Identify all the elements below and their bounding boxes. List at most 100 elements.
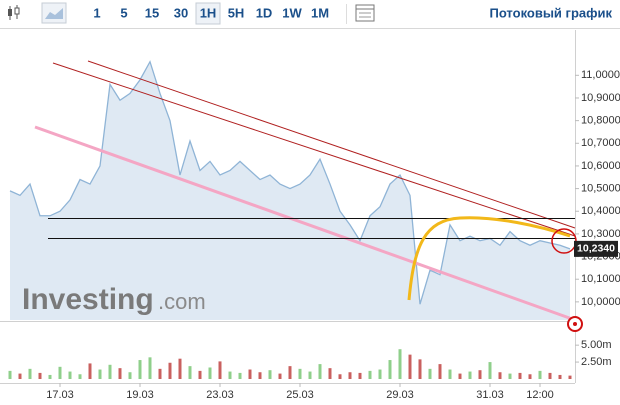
volume-bar [498,372,502,379]
trend-line [34,125,576,322]
price-area [10,61,570,320]
y-tick-label: 10,6000 [581,160,620,172]
volume-bar [98,369,102,379]
volume-bar [138,360,142,379]
volume-bar [8,370,12,379]
x-tick-label: 12:00 [526,389,554,401]
volume-bar [158,368,162,379]
volume-bar [88,363,92,379]
volume-bar [308,371,312,379]
volume-bar [348,372,352,379]
curve-drawing [407,216,571,301]
volume-bar [368,370,372,379]
volume-bar [208,367,212,379]
volume-bar [528,374,532,379]
current-price-label: 10,2340 [577,243,615,255]
volume-bar [388,360,392,379]
volume-bar [538,370,542,379]
volume-bar [78,374,82,379]
drawings [34,60,583,332]
volume-bar [58,366,62,379]
volume-bar [258,372,262,379]
volume-bar [218,361,222,379]
table-icon[interactable] [355,4,375,22]
interval-button[interactable]: 1W [282,5,302,20]
watermark: Investing [22,283,154,316]
interval-button[interactable]: 1M [311,5,329,20]
volume-bar [68,371,72,379]
volume-bar [398,349,402,379]
active-interval-box [195,2,221,25]
y-tick-label: 10,3000 [581,228,620,240]
candle-icon[interactable] [8,5,20,20]
volume-bar [188,366,192,379]
volume-bar [288,366,292,379]
trend-line [87,60,576,229]
y-tick-label: 10,4000 [581,205,620,217]
volume-bar [558,374,562,379]
interval-button[interactable]: 15 [145,5,159,20]
volume-bar [468,371,472,379]
volume-bar [118,368,122,379]
x-tick-label: 23.03 [206,389,234,401]
volume-bar [358,372,362,379]
interval-button[interactable]: 1H [200,5,217,20]
price-line [9,60,571,305]
interval-button[interactable]: 1 [93,5,100,20]
volume-bar [318,364,322,379]
volume-bar [378,369,382,379]
x-tick-label: 17.03 [46,389,74,401]
volume-bar [128,372,132,379]
volume-bar [238,372,242,379]
watermark: .com [158,289,206,314]
volume-bar [518,372,522,379]
volume-tick-label: 5.00m [581,339,612,351]
y-tick-label: 10,7000 [581,137,620,149]
volume-bar [148,357,152,379]
y-tick-label: 10,9000 [581,92,620,104]
volume-bar [488,362,492,379]
x-tick-label: 29.03 [386,389,414,401]
volume-bar [568,375,572,379]
interval-button[interactable]: 5 [120,5,127,20]
volume-bar [418,359,422,379]
volume-bar [38,372,42,379]
volume-bar [108,364,112,379]
volume-bar [28,368,32,379]
volume-bar [328,368,332,379]
y-tick-label: 11,0000 [581,69,620,81]
volume-bar [458,373,462,379]
circle-drawing [573,322,577,326]
x-tick-label: 19.03 [126,389,154,401]
volume-bar [548,372,552,379]
interval-button[interactable]: 30 [174,5,188,20]
y-tick-label: 10,5000 [581,183,620,195]
volume-bar [338,374,342,379]
area-icon[interactable] [41,2,67,24]
stream-chart-link[interactable]: Потоковый график [489,5,612,20]
interval-button[interactable]: 5H [228,5,245,20]
x-tick-label: 25.03 [286,389,314,401]
volume-bar [478,370,482,379]
volume-bar [448,369,452,379]
volume-bar [248,369,252,379]
volume-bar [508,373,512,379]
volume-bar [18,373,22,379]
volume-bar [428,368,432,379]
volume-bar [298,368,302,379]
volume-bar [178,358,182,379]
volume-bar [278,373,282,379]
volume-bar [228,371,232,379]
volume-tick-label: 2.50m [581,356,612,368]
y-tick-label: 10,1000 [581,273,620,285]
interval-button[interactable]: 1D [256,5,273,20]
trend-line [52,62,576,237]
current-price-box [574,240,618,257]
y-tick-label: 10,0000 [581,296,620,308]
x-tick-label: 31.03 [476,389,504,401]
volume-bar [408,354,412,379]
volume-bar [268,370,272,379]
volume-bar [198,370,202,379]
volume-bar [438,364,442,379]
